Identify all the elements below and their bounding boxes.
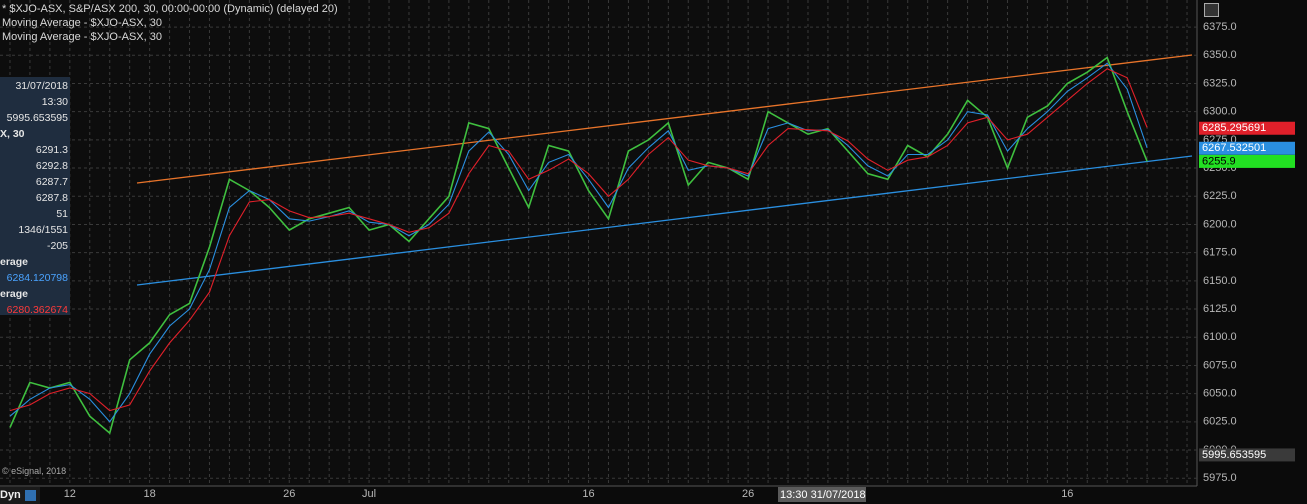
- price-label: 5995.653595: [1202, 449, 1266, 461]
- info-row: X, 30: [0, 128, 25, 140]
- info-row: 6280.362674: [6, 304, 68, 316]
- y-tick-label: 6225.0: [1203, 190, 1237, 202]
- y-tick-label: 6050.0: [1203, 388, 1237, 400]
- header-line: Moving Average - $XJO-ASX, 30: [2, 17, 162, 29]
- y-tick-label: 6150.0: [1203, 275, 1237, 287]
- x-tick-label: 16: [582, 488, 594, 500]
- copyright: © eSignal, 2018: [2, 466, 67, 476]
- info-row: 1346/1551: [18, 224, 68, 236]
- info-row: erage: [0, 288, 29, 300]
- header-line: Moving Average - $XJO-ASX, 30: [2, 31, 162, 43]
- price-label: 6267.532501: [1202, 142, 1266, 154]
- info-row: 6287.7: [35, 176, 68, 188]
- info-row: 6287.8: [35, 192, 68, 204]
- price-label-box: [1199, 121, 1295, 135]
- price-label: 6285.295691: [1202, 122, 1266, 134]
- y-tick-label: 6125.0: [1203, 303, 1237, 315]
- cursor-label: 13:30 31/07/2018: [780, 489, 866, 501]
- info-row: 6292.8: [35, 160, 68, 172]
- plot-bg: [0, 0, 1197, 486]
- lower-trendline: [136, 155, 1193, 286]
- mode-icon: [24, 489, 36, 501]
- x-tick-label: 26: [742, 488, 754, 500]
- restore-button[interactable]: [1204, 3, 1219, 17]
- y-tick-label: 6325.0: [1203, 77, 1237, 89]
- info-row: 51: [56, 208, 68, 220]
- y-tick-label: 6025.0: [1203, 416, 1237, 428]
- series-line: [9, 68, 1148, 412]
- y-tick-label: 6375.0: [1203, 21, 1237, 33]
- series-line: [9, 56, 1148, 435]
- info-row: 13:30: [41, 96, 68, 108]
- info-row: -205: [46, 240, 68, 252]
- x-tick-label: 18: [144, 488, 156, 500]
- y-tick-label: 6175.0: [1203, 247, 1237, 259]
- info-row: 6291.3: [35, 144, 68, 156]
- y-tick-label: 6200.0: [1203, 218, 1237, 230]
- price-label: 6255.9: [1202, 155, 1236, 167]
- x-tick-label: Jul: [362, 488, 376, 500]
- upper-trendline: [136, 54, 1193, 184]
- x-tick-label: 16: [1061, 488, 1073, 500]
- info-panel: 31/07/2018 13:30 5995.653595 X, 30 6291.3 629…: [0, 77, 70, 316]
- header-line: * $XJO-ASX, S&P/ASX 200, 30, 00:00-00:00…: [2, 3, 338, 15]
- x-tick-label: 12: [64, 488, 76, 500]
- x-tick-label: 26: [283, 488, 295, 500]
- y-tick-label: 6100.0: [1203, 331, 1237, 343]
- y-tick-label: 5975.0: [1203, 472, 1237, 484]
- price-label-box: [1199, 154, 1295, 168]
- info-row: 6284.120798: [6, 272, 68, 284]
- mode-button[interactable]: Dyn: [0, 487, 40, 504]
- price-label-box: [1199, 448, 1295, 462]
- y-tick-label: 6075.0: [1203, 359, 1237, 371]
- price-label-box: [1199, 141, 1295, 155]
- info-row: erage: [0, 256, 29, 268]
- y-tick-label: 6350.0: [1203, 49, 1237, 61]
- info-row: 31/07/2018: [15, 80, 68, 92]
- info-row: 5995.653595: [6, 112, 68, 124]
- y-tick-label: 6300.0: [1203, 106, 1237, 118]
- cursor-label-box: [778, 487, 866, 502]
- mode-label: Dyn: [0, 489, 21, 501]
